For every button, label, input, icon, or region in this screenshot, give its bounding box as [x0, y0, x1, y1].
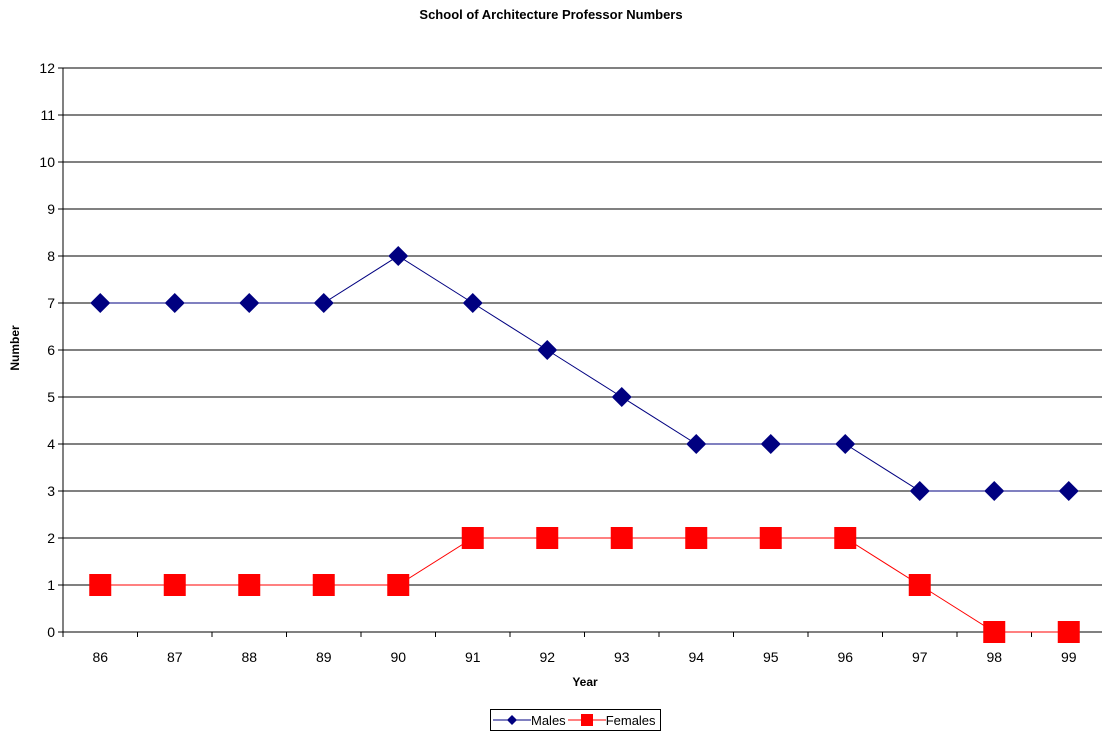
data-point-males [1058, 481, 1079, 501]
x-tick-label: 89 [316, 649, 332, 665]
legend-label-females: Females [605, 712, 656, 728]
data-point-females [908, 574, 931, 596]
x-tick-label: 99 [1061, 649, 1077, 665]
x-tick-label: 98 [986, 649, 1002, 665]
series-layer [89, 246, 1080, 643]
y-tick-label: 0 [47, 624, 55, 640]
x-tick-label: 91 [465, 649, 481, 665]
data-point-females [685, 527, 708, 549]
x-tick-label: 90 [390, 649, 406, 665]
y-tick-label: 8 [47, 248, 55, 264]
legend-label-males: Males [531, 712, 566, 728]
data-point-males [760, 434, 781, 454]
y-tick-label: 2 [47, 530, 55, 546]
x-tick-label: 97 [912, 649, 928, 665]
y-tick-label: 7 [47, 295, 55, 311]
x-tick-label: 94 [688, 649, 704, 665]
y-tick-label: 3 [47, 483, 55, 499]
x-tick-label: 92 [539, 649, 555, 665]
x-tick-label: 93 [614, 649, 630, 665]
y-axis-title: Number [8, 325, 22, 371]
y-tick-label: 10 [39, 154, 55, 170]
y-tick-label: 6 [47, 342, 55, 358]
data-point-males [90, 293, 111, 313]
y-tick-label: 11 [40, 107, 55, 123]
data-point-females [983, 621, 1006, 643]
chart-title: School of Architecture Professor Numbers [419, 7, 683, 22]
x-tick-label: 96 [837, 649, 853, 665]
data-point-males [164, 293, 185, 313]
y-tick-label: 12 [39, 60, 55, 76]
data-point-males [686, 434, 707, 454]
data-point-males [313, 293, 334, 313]
gridlines [63, 67, 1102, 633]
data-point-females [834, 527, 857, 549]
data-point-females [1057, 621, 1080, 643]
data-point-males [462, 293, 483, 313]
data-point-females [610, 527, 633, 549]
data-point-females [89, 574, 112, 596]
data-point-females [312, 574, 335, 596]
y-tick-label: 4 [47, 436, 55, 452]
data-point-males [611, 387, 632, 407]
x-tick-label: 88 [241, 649, 257, 665]
data-point-females [387, 574, 410, 596]
y-tick-label: 1 [47, 577, 55, 593]
series-line-females [100, 537, 1069, 633]
data-point-females [461, 527, 484, 549]
y-tick-label: 9 [47, 201, 55, 217]
data-point-males [835, 434, 856, 454]
data-point-females [759, 527, 782, 549]
series-line-males [100, 255, 1069, 492]
data-point-males [239, 293, 260, 313]
data-point-females [238, 574, 261, 596]
x-tick-label: 95 [763, 649, 779, 665]
x-axis-title: Year [572, 675, 598, 689]
legend-item-males: Males [493, 712, 566, 728]
legend: Males Females [490, 709, 661, 731]
legend-swatch-males [493, 712, 531, 728]
data-point-males [537, 340, 558, 360]
data-point-males [984, 481, 1005, 501]
data-point-males [909, 481, 930, 501]
x-tick-label: 87 [167, 649, 183, 665]
data-point-females [536, 527, 559, 549]
data-point-males [388, 246, 409, 266]
legend-swatch-females [567, 712, 606, 728]
x-tick-label: 86 [92, 649, 108, 665]
y-tick-label: 5 [47, 389, 55, 405]
data-point-females [163, 574, 186, 596]
legend-item-females: Females [567, 712, 656, 728]
